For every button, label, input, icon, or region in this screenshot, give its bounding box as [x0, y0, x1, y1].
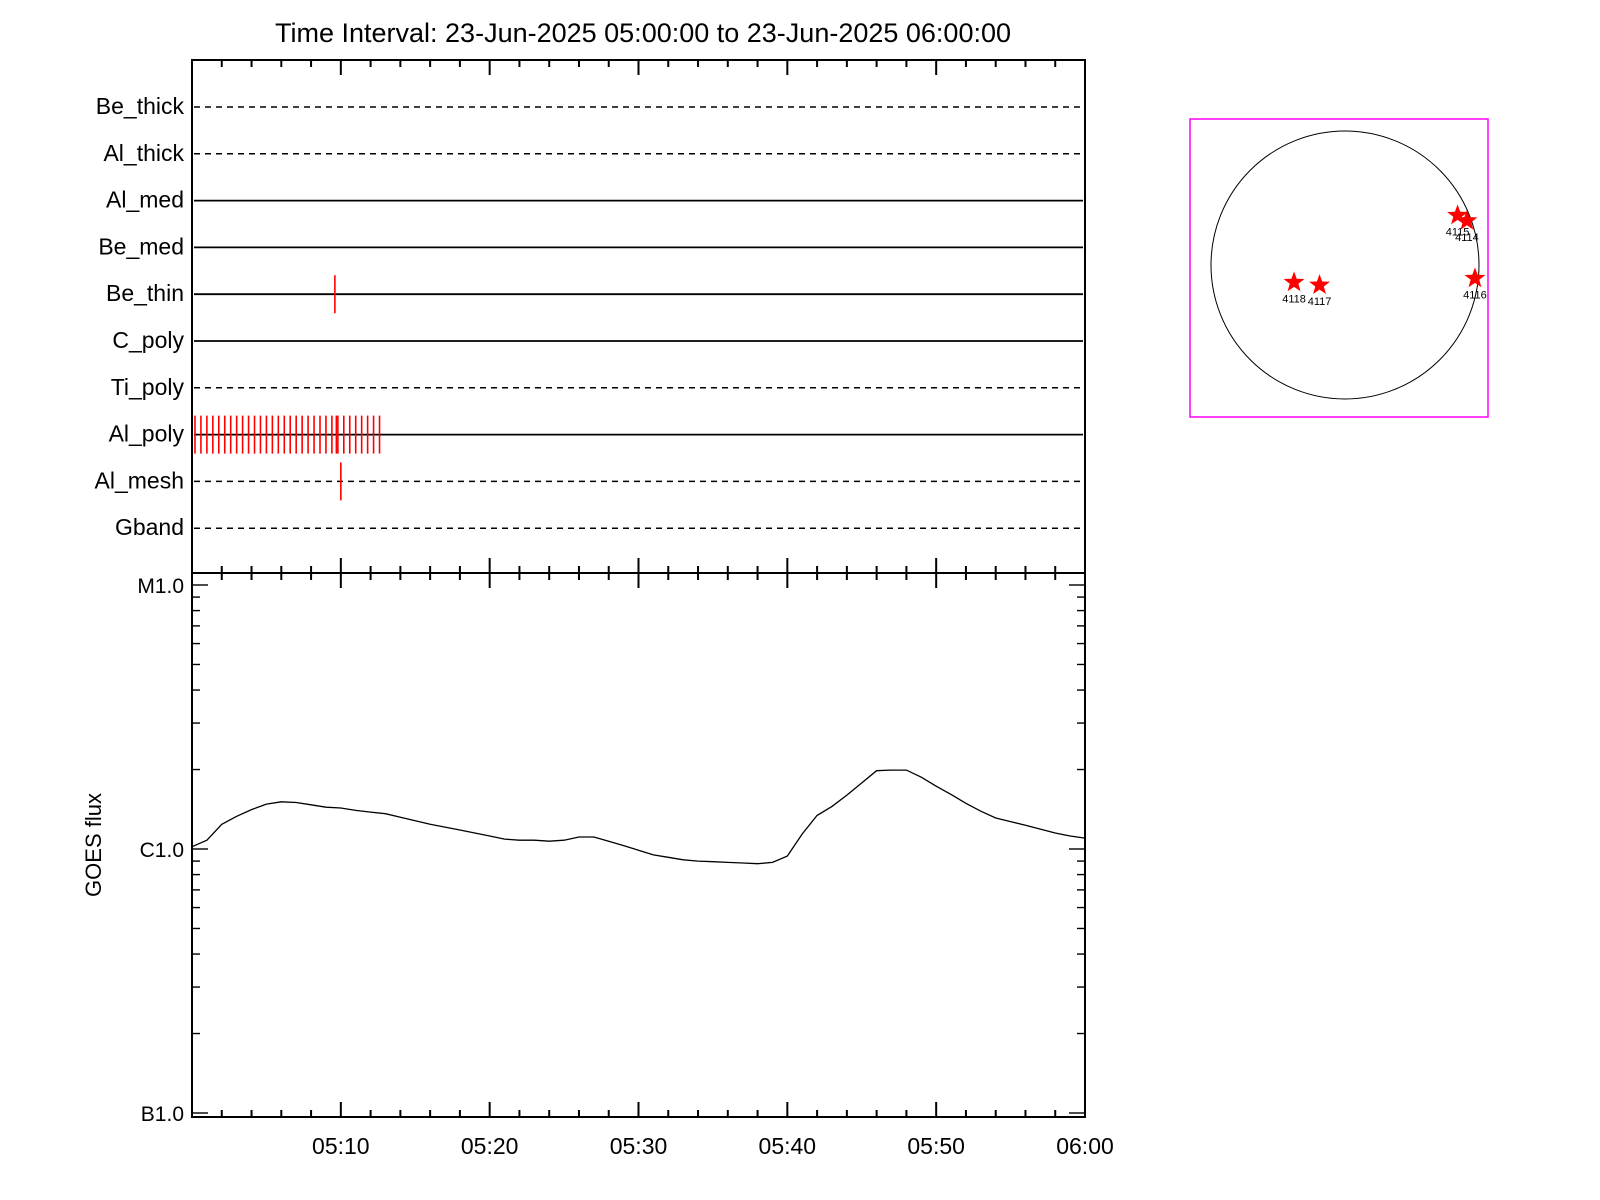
solar-disk-frame — [1189, 118, 1489, 418]
channel-label: Be_thin — [106, 280, 184, 306]
channel-label: Gband — [115, 514, 184, 540]
channel-label: Al_mesh — [95, 467, 184, 493]
timeline-frame — [191, 59, 1086, 574]
goes-flux-line — [191, 769, 1086, 865]
channel-label: Be_med — [98, 233, 184, 259]
x-tick-label: 05:50 — [907, 1133, 965, 1159]
channel-label: Al_poly — [109, 421, 185, 447]
x-tick-label: 05:40 — [759, 1133, 817, 1159]
active-region-label: 4114 — [1455, 232, 1479, 244]
detector-timeline-panel: Be_thick Al_thick Al_med Be_med Be_thin C_pol… — [95, 59, 1086, 574]
channel-label: C_poly — [112, 327, 184, 353]
goes-flux-panel: M1.0 C1.0 B1.0 05:10 05:20 05:30 05:40 05:50 06… — [81, 572, 1114, 1159]
x-tick-label: 05:10 — [312, 1133, 370, 1159]
active-region-star — [1309, 274, 1330, 294]
channel-label: Be_thick — [96, 93, 185, 119]
channel-label: Al_thick — [103, 140, 184, 166]
active-region-label: 4115 — [1446, 226, 1470, 238]
timeline-ticks — [191, 60, 1086, 573]
goes-ticks — [191, 573, 1086, 1117]
solar-disk — [1210, 130, 1480, 400]
chart-title: Time Interval: 23-Jun-2025 05:00:00 to 2… — [275, 18, 1011, 48]
channel-label: Al_med — [106, 187, 184, 213]
goes-y-axis-label: GOES flux — [81, 793, 106, 897]
x-tick-label: 05:30 — [610, 1133, 668, 1159]
channel-label: Ti_poly — [111, 374, 185, 400]
active-region-star — [1283, 271, 1305, 292]
goes-frame — [191, 572, 1086, 1118]
y-tick-label: B1.0 — [141, 1103, 184, 1126]
y-tick-label: C1.0 — [140, 839, 184, 862]
x-tick-label: 05:20 — [461, 1133, 519, 1159]
goes-x-tick-labels: 05:10 05:20 05:30 05:40 05:50 06:00 — [312, 1133, 1114, 1159]
active-region-star — [1464, 267, 1486, 288]
active-region-star — [1456, 209, 1478, 230]
x-tick-label: 06:00 — [1056, 1133, 1114, 1159]
active-region-label: 4118 — [1282, 293, 1306, 305]
active-region-label: 4117 — [1308, 296, 1332, 308]
goes-y-tick-labels: M1.0 C1.0 B1.0 — [137, 575, 184, 1126]
active-region-star — [1447, 204, 1468, 225]
y-tick-label: M1.0 — [137, 575, 184, 598]
channel-rows: Be_thick Al_thick Al_med Be_med Be_thin C_pol… — [95, 93, 1083, 540]
active-region-label: 4116 — [1463, 289, 1487, 301]
